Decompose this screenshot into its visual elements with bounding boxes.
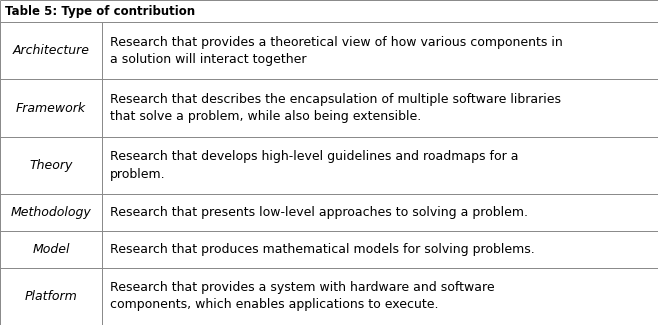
- Text: Methodology: Methodology: [11, 206, 91, 219]
- Text: Platform: Platform: [24, 290, 78, 303]
- Text: Architecture: Architecture: [13, 44, 89, 57]
- Text: Framework: Framework: [16, 101, 86, 114]
- Text: Research that develops high-level guidelines and roadmaps for a: Research that develops high-level guidel…: [110, 150, 519, 163]
- Text: that solve a problem, while also being extensible.: that solve a problem, while also being e…: [110, 110, 421, 123]
- Text: problem.: problem.: [110, 167, 166, 180]
- Text: Research that provides a theoretical view of how various components in: Research that provides a theoretical vie…: [110, 35, 563, 48]
- Text: Table 5: Type of contribution: Table 5: Type of contribution: [5, 5, 195, 18]
- Text: Theory: Theory: [30, 159, 72, 172]
- Text: Research that describes the encapsulation of multiple software libraries: Research that describes the encapsulatio…: [110, 93, 561, 106]
- Text: Research that produces mathematical models for solving problems.: Research that produces mathematical mode…: [110, 243, 535, 256]
- Text: Research that provides a system with hardware and software: Research that provides a system with har…: [110, 281, 495, 294]
- Text: Model: Model: [32, 243, 70, 256]
- Text: components, which enables applications to execute.: components, which enables applications t…: [110, 298, 438, 311]
- Text: a solution will interact together: a solution will interact together: [110, 53, 307, 66]
- Text: Research that presents low-level approaches to solving a problem.: Research that presents low-level approac…: [110, 206, 528, 219]
